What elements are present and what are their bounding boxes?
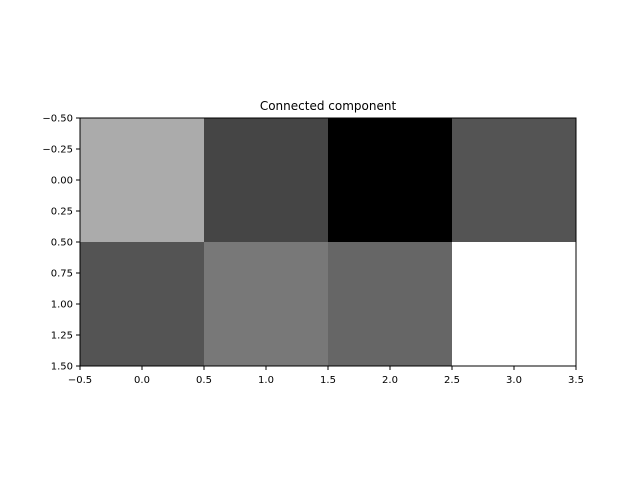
heatmap-cell-r0-c0: [80, 118, 204, 242]
x-tick-label: 2.5: [444, 375, 460, 386]
heatmap-cell-r1-c1: [204, 242, 328, 366]
y-tick-label: 1.50: [51, 362, 73, 373]
y-tick-label: 0.25: [51, 207, 73, 218]
y-tick-label: 0.00: [51, 176, 73, 187]
x-tick-label: 1.5: [320, 375, 336, 386]
x-axis: −0.5 0.0 0.5 1.0 1.5 2.0 2.5 3.0 3.5: [68, 366, 584, 386]
y-tick-label: −0.50: [42, 114, 73, 125]
y-tick-label: −0.25: [42, 145, 73, 156]
heatmap-cell-r1-c3: [452, 242, 576, 366]
chart-title: Connected component: [260, 99, 397, 113]
heatmap-cell-r1-c2: [328, 242, 452, 366]
x-tick-label: 0.0: [134, 375, 150, 386]
x-tick-label: 1.0: [258, 375, 274, 386]
x-tick-label: 0.5: [196, 375, 212, 386]
y-tick-label: 1.00: [51, 300, 73, 311]
heatmap-cell-r0-c3: [452, 118, 576, 242]
y-tick-label: 0.50: [51, 238, 73, 249]
x-tick-label: −0.5: [68, 375, 92, 386]
y-axis: −0.50 −0.25 0.00 0.25 0.50 0.75 1.00 1.25 1.50: [42, 114, 80, 373]
x-tick-label: 3.0: [506, 375, 522, 386]
heatmap-cell-r0-c1: [204, 118, 328, 242]
heatmap-cell-r0-c2: [328, 118, 452, 242]
heatmap-cells: [80, 118, 576, 366]
x-tick-label: 2.0: [382, 375, 398, 386]
y-tick-label: 0.75: [51, 269, 73, 280]
y-tick-label: 1.25: [51, 331, 73, 342]
heatmap-cell-r1-c0: [80, 242, 204, 366]
x-tick-label: 3.5: [568, 375, 584, 386]
